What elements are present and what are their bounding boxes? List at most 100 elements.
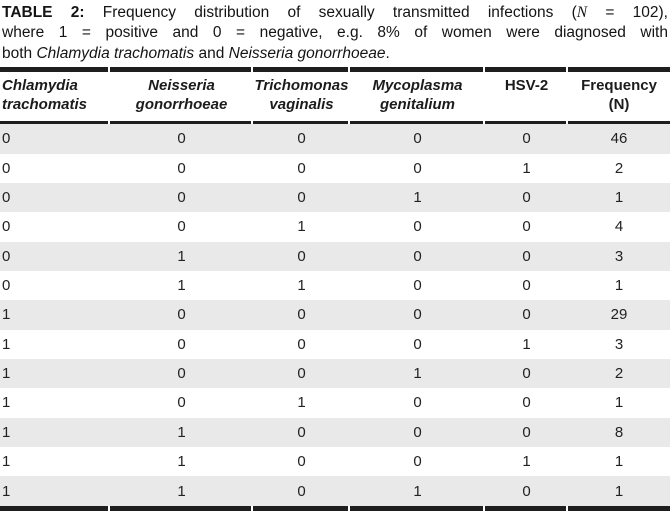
table-header-row: Chlamydia trachomatis Neisseria gonorrhoe… — [0, 72, 670, 121]
table-cell: 1 — [614, 189, 624, 207]
table-cell: 0 — [413, 394, 422, 412]
table-cell: 0 — [413, 218, 422, 236]
table-top-rule — [0, 67, 670, 73]
rule-segment — [253, 121, 350, 125]
table-cell: 1 — [2, 453, 11, 471]
table-cell: 0 — [413, 423, 422, 441]
table-cell: 1 — [2, 423, 11, 441]
table-cell: 0 — [297, 189, 306, 207]
table-cell: 3 — [614, 335, 624, 353]
table-body: 0 0 0 0 0 46 0 0 0 0 1 2 0 0 0 1 0 1 0 0 1 0 0 4 0 1 0 0 0 3 0 1 1 0 0 1 1 0 0… — [0, 124, 670, 506]
caption-line: TABLE 2: Frequency distribution of sexua… — [2, 3, 668, 23]
table-cell: 0 — [522, 247, 531, 265]
table-cell: 0 — [2, 277, 11, 295]
table-cell: 0 — [177, 130, 186, 148]
table-cell: 29 — [610, 306, 628, 324]
table-cell: 0 — [522, 218, 531, 236]
table-cell: 0 — [413, 277, 422, 295]
table-cell: 0 — [413, 335, 422, 353]
table-row: 0 0 0 0 0 46 — [0, 124, 670, 154]
table-cell: 0 — [297, 365, 306, 383]
table-cell: 1 — [522, 335, 531, 353]
table-cell: 0 — [2, 159, 11, 177]
table-cell: 1 — [413, 365, 422, 383]
table-cell: 0 — [177, 159, 186, 177]
table-cell: 0 — [522, 130, 531, 148]
table-cell: 0 — [522, 423, 531, 441]
caption-segment: and — [194, 44, 229, 62]
table-cell: 1 — [522, 453, 531, 471]
table-cell: 0 — [413, 159, 422, 177]
table-cell: 2 — [614, 365, 624, 383]
table-cell: 1 — [413, 482, 422, 500]
rule-segment — [350, 121, 485, 125]
table-cell: 0 — [522, 277, 531, 295]
rule-segment — [253, 505, 350, 511]
table-row: 0 0 0 0 1 2 — [0, 154, 670, 183]
table-cell: 1 — [614, 394, 624, 412]
table-cell: 4 — [614, 218, 624, 236]
caption-segment: . — [385, 44, 390, 62]
table-row: 0 1 1 0 0 1 — [0, 271, 670, 300]
caption-segment: Chlamydia trachomatis — [36, 44, 195, 62]
table-cell: 0 — [413, 247, 422, 265]
table-cell: 0 — [522, 365, 531, 383]
table-cell: 0 — [413, 306, 422, 324]
table-cell: 1 — [2, 335, 11, 353]
table-cell: 2 — [614, 159, 624, 177]
table-cell: 0 — [522, 482, 531, 500]
column-header: Neisseria gonorrhoeae — [135, 77, 228, 114]
rule-segment — [110, 121, 253, 125]
table-cell: 0 — [297, 482, 306, 500]
table-cell: 1 — [522, 159, 531, 177]
table-cell: 1 — [177, 423, 186, 441]
table-cell: 0 — [177, 335, 186, 353]
rule-segment — [485, 505, 568, 511]
table-cell: 0 — [522, 394, 531, 412]
table-caption: TABLE 2: Frequency distribution of sexua… — [0, 0, 670, 67]
table-row: 0 1 0 0 0 3 — [0, 241, 670, 271]
caption-segment: N — [576, 4, 588, 21]
table-cell: 0 — [177, 189, 186, 207]
caption-segment: where 1 = positive and 0 = negative, e.g… — [2, 24, 668, 42]
table-cell: 1 — [177, 482, 186, 500]
rule-segment — [0, 121, 110, 125]
caption-line: where 1 = positive and 0 = negative, e.g… — [2, 23, 668, 43]
table-cell: 0 — [297, 247, 306, 265]
table-row: 0 0 1 0 0 4 — [0, 212, 670, 241]
table-cell: 0 — [297, 159, 306, 177]
caption-segment: both — [2, 44, 37, 62]
table-cell: 1 — [2, 306, 11, 324]
table-bottom-rule — [0, 505, 670, 511]
caption-segment: TABLE 2: — [2, 4, 85, 21]
table-cell: 0 — [413, 453, 422, 471]
table-cell: 0 — [297, 423, 306, 441]
table-cell: 1 — [614, 453, 624, 471]
table-cell: 1 — [177, 453, 186, 471]
column-header: Trichomonas vaginalis — [254, 77, 349, 114]
table-cell: 0 — [177, 365, 186, 383]
rule-segment — [253, 67, 350, 73]
column-header: Chlamydia trachomatis — [2, 77, 88, 114]
table-cell: 0 — [177, 218, 186, 236]
table-header-rule — [0, 121, 670, 125]
table-row: 1 1 0 0 1 1 — [0, 447, 670, 476]
column-header: Mycoplasma genitalium — [372, 77, 463, 114]
rule-segment — [350, 67, 485, 73]
rule-segment — [110, 505, 253, 511]
table-cell: 0 — [2, 130, 11, 148]
table-cell: 0 — [2, 189, 11, 207]
table-row: 1 1 0 0 0 8 — [0, 417, 670, 447]
table-cell: 0 — [297, 306, 306, 324]
table-row: 0 0 0 1 0 1 — [0, 182, 670, 213]
table-cell: 0 — [297, 130, 306, 148]
table-cell: 0 — [413, 130, 422, 148]
table-cell: 1 — [177, 277, 186, 295]
rule-segment — [0, 505, 110, 511]
caption-segment: Neisseria gonorrhoeae — [228, 44, 386, 62]
table-cell: 3 — [614, 247, 624, 265]
caption-segment: Frequency distribution of sexually trans… — [84, 4, 577, 21]
table-cell: 1 — [297, 277, 306, 295]
table-cell: 1 — [297, 394, 306, 412]
